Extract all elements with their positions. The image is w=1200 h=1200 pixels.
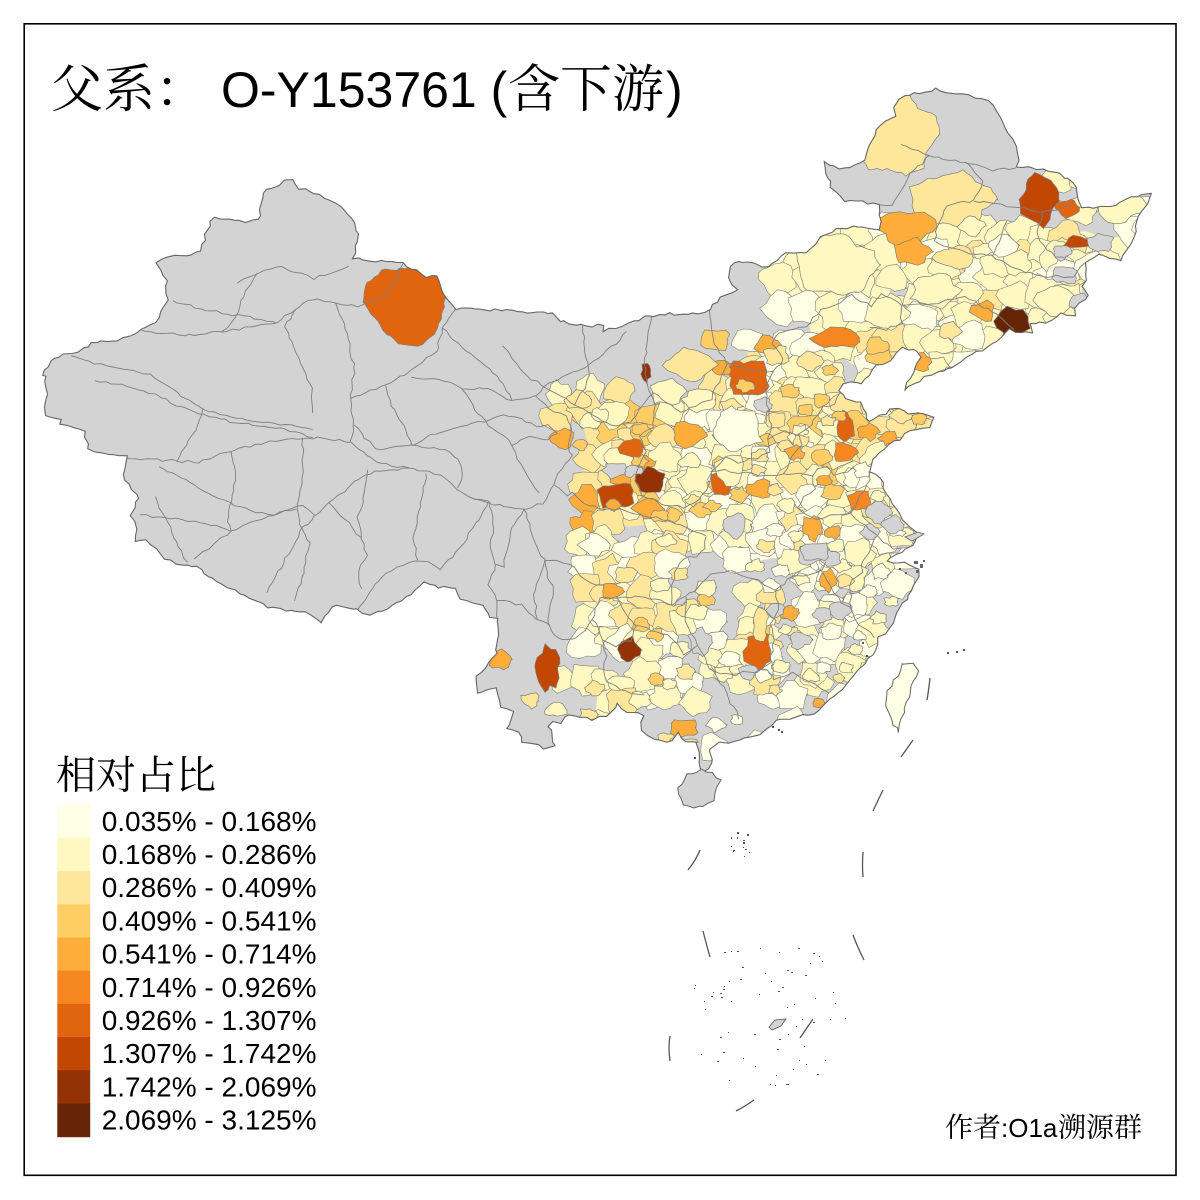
svg-text:): )	[666, 62, 683, 118]
svg-text:1.742% - 2.069%: 1.742% - 2.069%	[102, 1071, 317, 1102]
svg-text:1.307% - 1.742%: 1.307% - 1.742%	[102, 1038, 317, 1069]
svg-text:0.035% - 0.168%: 0.035% - 0.168%	[102, 806, 317, 837]
svg-text:0.168% - 0.286%: 0.168% - 0.286%	[102, 839, 317, 870]
svg-text:0.541% - 0.714%: 0.541% - 0.714%	[102, 939, 317, 970]
svg-text:0.286% - 0.409%: 0.286% - 0.409%	[102, 872, 317, 903]
svg-text:0.409% - 0.541%: 0.409% - 0.541%	[102, 905, 317, 936]
svg-text:O-Y153761 (: O-Y153761 (	[221, 62, 508, 118]
svg-text:0.926% - 1.307%: 0.926% - 1.307%	[102, 1005, 317, 1036]
svg-text::O1a: :O1a	[1001, 1113, 1058, 1143]
svg-text:0.714% - 0.926%: 0.714% - 0.926%	[102, 972, 317, 1003]
svg-text:2.069% - 3.125%: 2.069% - 3.125%	[102, 1105, 317, 1136]
